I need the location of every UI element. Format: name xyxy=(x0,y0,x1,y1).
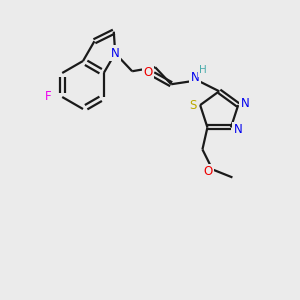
Text: F: F xyxy=(45,91,52,103)
Text: O: O xyxy=(204,165,213,178)
Text: O: O xyxy=(144,66,153,79)
Text: H: H xyxy=(199,65,207,75)
Text: N: N xyxy=(191,71,200,84)
Text: N: N xyxy=(234,123,242,136)
Text: S: S xyxy=(190,99,197,112)
Text: N: N xyxy=(241,97,250,110)
Text: N: N xyxy=(111,47,120,60)
